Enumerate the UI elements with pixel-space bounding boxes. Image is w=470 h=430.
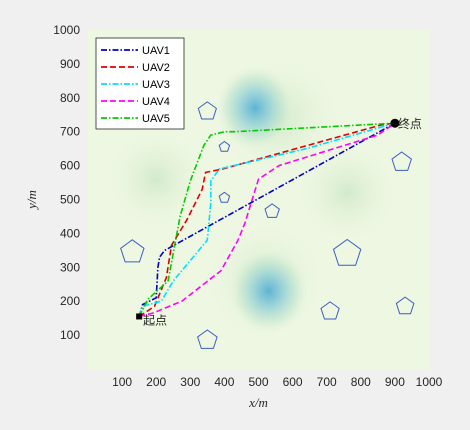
legend-label-uav1: UAV1	[142, 45, 170, 57]
obstacles	[120, 101, 415, 349]
end-marker	[390, 118, 400, 128]
x-tick-label: 300	[180, 375, 200, 389]
y-tick-label: 900	[60, 57, 80, 71]
x-tick-label: 900	[385, 375, 405, 389]
obstacle-pentagon	[332, 238, 362, 266]
background-glow	[292, 138, 402, 247]
markers: 起点 终点	[136, 116, 422, 327]
obstacle-pentagon	[218, 140, 231, 152]
obstacle-pentagon	[395, 296, 415, 315]
legend-box	[95, 37, 185, 130]
background-peak	[227, 246, 310, 336]
series-line-uav5	[138, 122, 395, 317]
y-tick-label: 100	[60, 328, 80, 342]
start-label: 起点	[143, 313, 167, 327]
x-axis-label: x/m	[248, 395, 268, 410]
end-label: 终点	[398, 116, 422, 131]
series-line-uav3	[138, 122, 396, 317]
obstacle-pentagon	[264, 203, 280, 218]
background-glow	[101, 124, 211, 234]
x-tick-label: 600	[283, 375, 303, 389]
obstacle-pentagon	[197, 329, 218, 349]
y-tick-label: 300	[60, 260, 80, 274]
x-tick-label: 100	[112, 375, 132, 389]
series-line-uav4	[139, 122, 396, 318]
x-tick-label: 400	[214, 375, 234, 389]
uav-paths	[138, 122, 396, 318]
y-tick-label: 400	[60, 226, 80, 240]
x-tick-label: 1000	[416, 375, 443, 389]
obstacle-pentagon	[218, 191, 231, 203]
y-tick-label: 1000	[53, 23, 80, 37]
start-marker	[136, 313, 143, 320]
x-tick-label: 500	[248, 375, 268, 389]
legend-label-uav4: UAV4	[142, 96, 170, 108]
y-tick-label: 200	[60, 294, 80, 308]
y-tick-label: 800	[60, 91, 80, 105]
y-tick-label: 500	[60, 193, 80, 207]
obstacle-pentagon	[197, 101, 217, 120]
y-tick-label: 600	[60, 159, 80, 173]
obstacle-pentagon	[391, 151, 412, 171]
y-axis-label: y/m	[24, 190, 39, 211]
legend-label-uav3: UAV3	[142, 79, 170, 91]
legend: UAV1 UAV2 UAV3 UAV4 UAV5	[95, 37, 185, 130]
background-peak	[214, 63, 297, 153]
axes: 100 200 300 400 500 600 700 800 900 1000 100 200 300…	[53, 23, 442, 389]
series-line-uav2	[138, 122, 395, 318]
y-tick-label: 700	[60, 125, 80, 139]
x-tick-label: 200	[146, 375, 166, 389]
legend-label-uav2: UAV2	[142, 62, 170, 74]
obstacle-pentagon	[120, 239, 145, 263]
x-tick-label: 800	[351, 375, 371, 389]
x-tick-label: 700	[317, 375, 337, 389]
legend-label-uav5: UAV5	[142, 113, 170, 125]
series-line-uav1	[138, 122, 396, 317]
obstacle-pentagon	[320, 301, 340, 320]
